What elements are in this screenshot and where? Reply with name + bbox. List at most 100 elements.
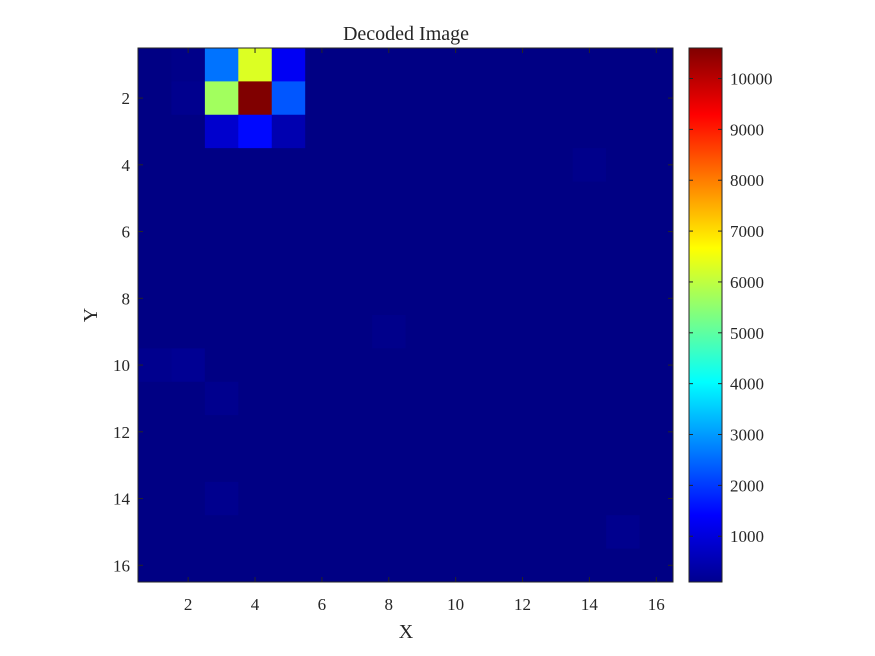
heatmap-cell-5-2 [271,81,306,116]
heatmap-cell-2-9 [171,315,206,349]
heatmap-cell-14-4 [572,148,607,182]
heatmap-cell-14-9 [572,315,607,349]
heatmap-cell-13-9 [539,315,574,349]
colorbar-ticks: 1000 2000 3000 4000 5000 6000 7000 8000 9000 1000… [689,70,773,546]
heatmap-cell-4-14 [238,481,273,516]
heatmap-cell-11-10 [472,348,507,383]
colorbar-tick-label: 10000 [730,70,773,89]
heatmap-cell-8-1 [372,48,406,82]
heatmap-cell-16-2 [639,81,674,116]
heatmap-cell-13-11 [539,381,574,416]
x-tick-label: 4 [251,595,260,614]
colorbar-tick-label: 8000 [730,171,764,190]
heatmap-cell-16-5 [639,181,674,216]
heatmap-cell-13-4 [539,148,574,182]
heatmap-cell-16-9 [639,315,674,349]
heatmap-cell-12-4 [505,148,540,182]
heatmap-cell-13-10 [539,348,574,383]
heatmap-cell-16-6 [639,214,674,249]
heatmap-cell-3-8 [204,281,239,316]
heatmap-cell-4-12 [238,415,273,449]
heatmap-cell-7-9 [338,315,373,349]
heatmap-cell-8-2 [372,81,406,116]
heatmap-cell-5-13 [271,448,306,483]
heatmap-cell-13-13 [539,448,574,483]
heatmap-cell-8-15 [372,515,406,550]
heatmap-cell-7-16 [338,548,373,583]
y-tick-label: 12 [113,423,130,442]
heatmap-cell-4-5 [238,181,273,216]
heatmap-cell-4-3 [238,114,273,149]
colorbar-tick-label: 9000 [730,120,764,139]
heatmap-cell-8-5 [372,181,406,216]
heatmap-cell-2-5 [171,181,206,216]
heatmap-cell-11-16 [472,548,507,583]
heatmap-cell-1-8 [138,281,172,316]
heatmap-cell-4-6 [238,214,273,249]
heatmap-cell-3-1 [204,48,239,82]
heatmap-cell-11-7 [472,248,507,283]
heatmap-cell-9-12 [405,415,440,449]
heatmap-cell-9-7 [405,248,440,283]
heatmap-cell-9-11 [405,381,440,416]
heatmap-cell-11-11 [472,381,507,416]
heatmap-cell-9-16 [405,548,440,583]
heatmap-cell-8-9 [372,315,406,349]
heatmap-cell-15-15 [606,515,640,550]
heatmap-cell-10-12 [438,415,473,449]
chart-title: Decoded Image [343,23,469,45]
heatmap-cell-7-7 [338,248,373,283]
heatmap-cell-14-11 [572,381,607,416]
heatmap-cell-6-4 [305,148,340,182]
heatmap-cell-2-13 [171,448,206,483]
heatmap-cell-13-2 [539,81,574,116]
heatmap-cell-5-16 [271,548,306,583]
heatmap-cell-13-12 [539,415,574,449]
heatmap-cell-4-1 [238,48,273,82]
heatmap-cell-10-14 [438,481,473,516]
heatmap-cell-12-11 [505,381,540,416]
heatmap-cell-11-14 [472,481,507,516]
heatmap-cell-7-15 [338,515,373,550]
heatmap-cell-11-6 [472,214,507,249]
heatmap-cell-8-11 [372,381,406,416]
heatmap-cell-5-9 [271,315,306,349]
heatmap-cell-7-1 [338,48,373,82]
heatmap-cell-11-8 [472,281,507,316]
x-tick-label: 2 [184,595,193,614]
colorbar-tick-label: 4000 [730,375,764,394]
heatmap-cell-12-7 [505,248,540,283]
heatmap-cell-12-12 [505,415,540,449]
heatmap-cell-7-2 [338,81,373,116]
heatmap-cell-11-9 [472,315,507,349]
heatmap-cell-6-11 [305,381,340,416]
heatmap-cell-15-8 [606,281,640,316]
heatmap-cell-8-7 [372,248,406,283]
heatmap-cell-16-11 [639,381,674,416]
heatmap-cell-10-2 [438,81,473,116]
heatmap-cell-6-12 [305,415,340,449]
heatmap-cell-16-1 [639,48,674,82]
heatmap-cell-1-13 [138,448,172,483]
heatmap-cell-10-8 [438,281,473,316]
heatmap-cell-15-13 [606,448,640,483]
y-axis-ticks: 2 4 6 8 10 12 14 16 [113,89,673,575]
heatmap-cell-1-4 [138,148,172,182]
heatmap-cell-9-13 [405,448,440,483]
heatmap-cell-10-9 [438,315,473,349]
colorbar-tick-label: 2000 [730,476,764,495]
colorbar-tick-label: 1000 [730,527,764,546]
heatmap-cell-1-6 [138,214,172,249]
heatmap-cell-2-14 [171,481,206,516]
heatmap-cell-13-16 [539,548,574,583]
x-tick-label: 8 [385,595,394,614]
heatmap-cell-16-7 [639,248,674,283]
heatmap-cell-10-16 [438,548,473,583]
heatmap-cell-16-15 [639,515,674,550]
heatmap-cell-7-8 [338,281,373,316]
heatmap-cell-11-5 [472,181,507,216]
colorbar-tick-label: 3000 [730,426,764,445]
heatmap-cell-4-11 [238,381,273,416]
heatmap-cell-9-9 [405,315,440,349]
heatmap-cell-14-3 [572,114,607,149]
